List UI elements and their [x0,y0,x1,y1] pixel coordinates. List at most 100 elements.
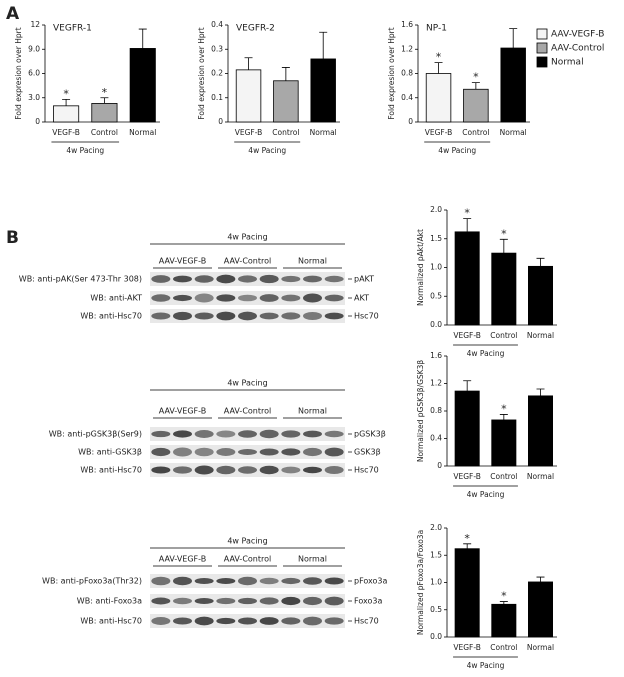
blot-band [151,466,171,474]
blot-band [324,465,344,475]
blot-band [238,294,257,302]
blot-band [216,274,236,284]
y-tick-label: 12 [30,20,40,29]
x-tick-label: Normal [527,331,554,340]
blot-band [324,596,344,606]
y-tick-label: 0.8 [430,406,442,415]
blot-band [173,447,192,457]
lane-group-label: Normal [298,257,327,266]
blot-band [303,312,322,320]
y-tick-label: 6.0 [28,69,40,78]
blot-target-label: Hsc70 [354,466,379,475]
blot-band [259,465,279,475]
blot-antibody-label: WB: anti-pGSK3β(Ser9) [49,430,142,439]
blot-band [259,597,279,605]
blot-band [259,294,279,302]
bar [500,47,526,123]
bar [310,58,336,123]
blot-band [151,294,171,302]
error-bar [62,98,71,106]
y-tick-label: 0.3 [211,44,223,53]
blot-band [194,430,214,438]
blot-band [216,311,236,321]
blot-band [216,577,236,585]
x-tick-label: Control [272,128,299,137]
blot-band [259,577,279,585]
blot-band [259,312,279,320]
x-tick-label: VEGF-B [52,128,80,137]
error-bar [434,62,443,74]
y-tick-label: 0.2 [211,69,223,78]
blot-band [303,430,322,438]
blot-band [173,576,192,586]
blot-antibody-label: WB: anti-GSK3β [78,448,142,457]
y-tick-label: 0.4 [211,20,223,29]
blot-band [324,294,344,302]
y-axis-label: Fold expresion over Hprt [387,27,396,119]
bar [425,73,452,123]
bar [454,231,480,326]
blot-band [281,596,301,606]
blot-band [151,617,171,625]
bar [454,548,480,638]
y-axis-label: Fold expresion over Hprt [14,27,23,119]
x-tick-label: Normal [310,128,337,137]
y-axis-label: Fold expresion over Hprt [197,27,206,119]
blot-header: 4w Pacing [227,379,267,388]
bar [528,265,554,326]
group-label: 4w Pacing [467,490,505,499]
y-tick-label: 0 [408,117,413,126]
group-label: 4w Pacing [467,349,505,358]
significance-marker: * [501,402,507,415]
y-tick-label: 0 [437,461,442,470]
blot-band [216,430,236,438]
error-bar [138,28,147,49]
blot-antibody-label: WB: anti-pAK(Ser 473-Thr 308) [19,275,142,284]
blot-band [259,274,279,284]
blot-band [151,576,171,586]
y-tick-label: 0.0 [430,632,442,641]
y-axis-label: Normalized pGSK3β/GSK3β [416,360,425,463]
blot-header: 4w Pacing [227,233,267,242]
blot-band [194,597,214,605]
blot-band [238,430,257,438]
y-tick-label: 0.1 [211,93,223,102]
legend-label: AAV-Control [551,44,604,54]
blot-band [324,312,344,320]
blot-band [281,312,301,320]
blot-band [303,596,322,606]
y-tick-label: 1.0 [430,578,442,587]
error-bar [244,57,253,70]
y-tick-label: 2.0 [430,205,442,214]
bar [129,48,156,123]
blot-band [281,617,301,625]
blot-band [216,465,236,475]
lane-group-label: AAV-Control [224,555,271,564]
bar [528,581,554,638]
x-tick-label: Normal [527,643,554,652]
panel-label: A [6,4,20,24]
blot-band [194,616,214,626]
chart-title: NP-1 [426,24,447,34]
lane-group-label: Normal [298,407,327,416]
error-bar [536,257,545,267]
group-label: 4w Pacing [467,661,505,670]
blot-band [281,466,301,474]
lane-group-label: AAV-Control [224,407,271,416]
lane-group-label: AAV-VEGF-B [159,555,207,564]
legend-swatch [536,56,548,68]
blot-band [151,275,171,283]
blot-target-label: Foxo3a [354,597,382,606]
y-axis-label: Normalized pFoxo3a/Foxo3a [416,530,425,635]
blot-band [194,293,214,303]
error-bar [509,28,518,49]
error-bar [499,414,508,420]
blot-band [216,448,236,456]
panel-label: B [6,228,19,248]
blot-band [173,597,192,605]
blot-band [173,275,192,283]
blot-band [173,294,192,302]
error-bar [100,97,109,104]
blot-band [238,448,257,456]
